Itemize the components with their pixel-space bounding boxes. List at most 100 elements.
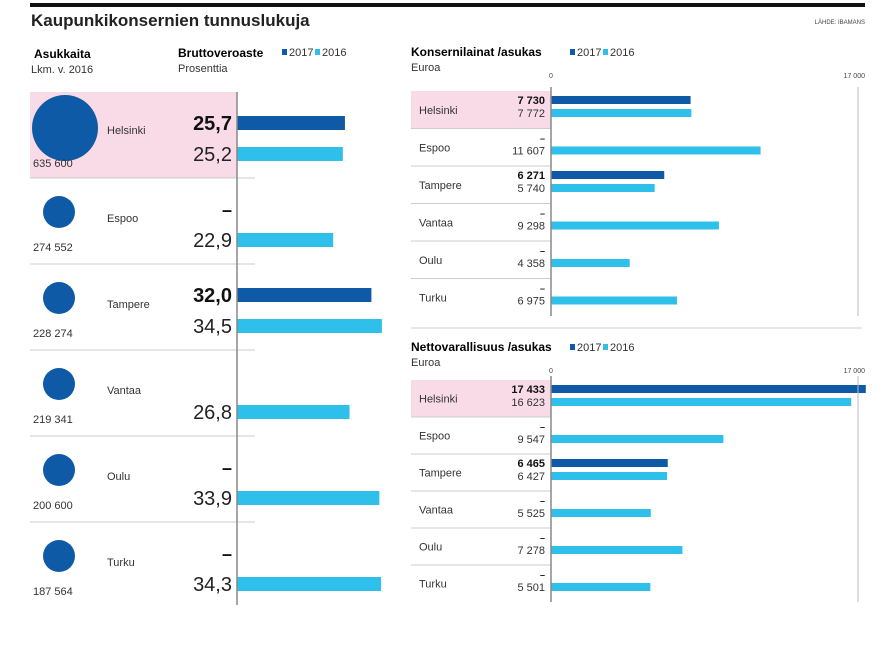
loans-bar-2017 xyxy=(551,96,691,104)
net-assets-value-2016: 6 427 xyxy=(517,471,545,483)
tax-value-2017: – xyxy=(222,200,232,220)
tax-value-2016: 34,5 xyxy=(193,316,232,338)
city-label: Tampere xyxy=(419,180,462,192)
net-assets-value-2016: 7 278 xyxy=(517,545,545,557)
population-bubble xyxy=(43,196,75,228)
net-assets-value-2017: 17 433 xyxy=(511,384,545,396)
loans-bar-2016 xyxy=(551,296,677,305)
loans-value-2017: – xyxy=(540,209,545,219)
population-label: 200 600 xyxy=(33,500,73,512)
city-label: Espoo xyxy=(419,142,450,154)
net-assets-subtitle: Euroa xyxy=(411,357,441,369)
loans-value-2016: 5 740 xyxy=(517,183,545,195)
net-assets-value-2017: – xyxy=(540,496,545,506)
tax-value-2016: 25,2 xyxy=(193,144,232,166)
tax-value-2017: – xyxy=(222,458,232,478)
loans-highlight-helsinki xyxy=(411,91,551,129)
tax-bar-2017 xyxy=(237,288,372,302)
population-label: 274 552 xyxy=(33,242,73,254)
loans-tick-0: 0 xyxy=(549,73,553,80)
top-rule xyxy=(30,3,865,7)
loans-title: Konsernilainat /asukas xyxy=(411,45,542,59)
city-label: Espoo xyxy=(419,431,450,443)
loans-bar-2016 xyxy=(551,146,761,155)
legend-swatch-2017 xyxy=(570,344,575,350)
tax-value-2016: 22,9 xyxy=(193,230,232,252)
net-assets-value-2017: – xyxy=(540,422,545,432)
city-label: Vantaa xyxy=(419,505,454,517)
tax-bar-2016 xyxy=(237,405,350,419)
loans-bar-2016 xyxy=(551,184,655,192)
loans-bar-2016 xyxy=(551,259,630,267)
population-label: 219 341 xyxy=(33,414,73,426)
net-assets-title: Nettovarallisuus /asukas xyxy=(411,340,552,354)
population-label: 228 274 xyxy=(33,328,73,340)
tax-value-2017: 32,0 xyxy=(193,285,232,307)
loans-value-2017: 6 271 xyxy=(517,170,545,182)
city-label: Helsinki xyxy=(419,394,458,406)
population-bubble xyxy=(32,95,98,161)
population-bubble xyxy=(43,368,75,400)
net-assets-value-2016: 5 525 xyxy=(517,508,545,520)
legend-label-2017: 2017 xyxy=(577,342,601,354)
loans-bar-2016 xyxy=(551,221,719,230)
population-label: 635 600 xyxy=(33,158,73,170)
loans-value-2016: 6 975 xyxy=(517,296,545,308)
net-assets-bar-2016 xyxy=(551,546,683,554)
loans-tick-max: 17 000 xyxy=(844,73,866,80)
city-label: Tampere xyxy=(107,299,150,311)
net-assets-bar-2016 xyxy=(551,583,651,591)
loans-value-2017: – xyxy=(540,284,545,294)
legend-label-2016: 2016 xyxy=(610,47,634,59)
legend-swatch-2016 xyxy=(603,49,608,55)
population-bubble xyxy=(43,282,75,314)
legend-swatch-2016 xyxy=(315,49,320,55)
legend-swatch-2016 xyxy=(603,344,608,350)
net-assets-bar-2016 xyxy=(551,398,852,406)
net-assets-value-2016: 16 623 xyxy=(511,397,545,409)
net-assets-bar-2016 xyxy=(551,472,668,480)
net-assets-value-2017: 6 465 xyxy=(517,458,545,470)
city-label: Helsinki xyxy=(107,125,146,137)
loans-value-2016: 4 358 xyxy=(517,258,545,270)
tax-title: Bruttoveroaste xyxy=(178,46,264,60)
net-assets-bar-2016 xyxy=(551,509,651,517)
city-label: Vantaa xyxy=(419,217,454,229)
tax-bar-2016 xyxy=(237,233,334,247)
net-assets-highlight-helsinki xyxy=(411,380,551,417)
city-label: Vantaa xyxy=(107,385,142,397)
loans-value-2017: – xyxy=(540,134,545,144)
loans-bar-2016 xyxy=(551,109,692,117)
tax-value-2017: – xyxy=(222,544,232,564)
net-assets-value-2017: – xyxy=(540,533,545,543)
loans-value-2016: 9 298 xyxy=(517,221,545,233)
city-label: Oulu xyxy=(419,255,442,267)
tax-value-2016: 33,9 xyxy=(193,488,232,510)
loans-value-2017: – xyxy=(540,246,545,256)
tax-subtitle: Prosenttia xyxy=(178,63,228,75)
population-title: Asukkaita xyxy=(34,47,91,61)
net-assets-tick-max: 17 000 xyxy=(844,368,866,375)
loans-bar-2017 xyxy=(551,171,665,179)
city-label: Tampere xyxy=(419,468,462,480)
city-label: Turku xyxy=(419,292,447,304)
city-label: Turku xyxy=(107,557,135,569)
chart-title: Kaupunkikonsernien tunnuslukuja xyxy=(31,11,310,30)
tax-bar-2016 xyxy=(237,147,343,161)
net-assets-bar-2017 xyxy=(551,459,668,467)
net-assets-value-2017: – xyxy=(540,570,545,580)
population-subtitle: Lkm. v. 2016 xyxy=(31,64,93,76)
city-label: Turku xyxy=(419,579,447,591)
source-label: LÄHDE: IBAMANS xyxy=(815,19,865,26)
tax-bar-2016 xyxy=(237,491,380,505)
tax-bar-2017 xyxy=(237,116,345,130)
loans-value-2017: 7 730 xyxy=(517,95,545,107)
loans-value-2016: 11 607 xyxy=(512,146,545,158)
city-label: Espoo xyxy=(107,213,138,225)
city-label: Oulu xyxy=(419,542,442,554)
population-label: 187 564 xyxy=(33,586,73,598)
city-label: Oulu xyxy=(107,471,130,483)
loans-subtitle: Euroa xyxy=(411,62,441,74)
legend-label-2017: 2017 xyxy=(289,47,313,59)
